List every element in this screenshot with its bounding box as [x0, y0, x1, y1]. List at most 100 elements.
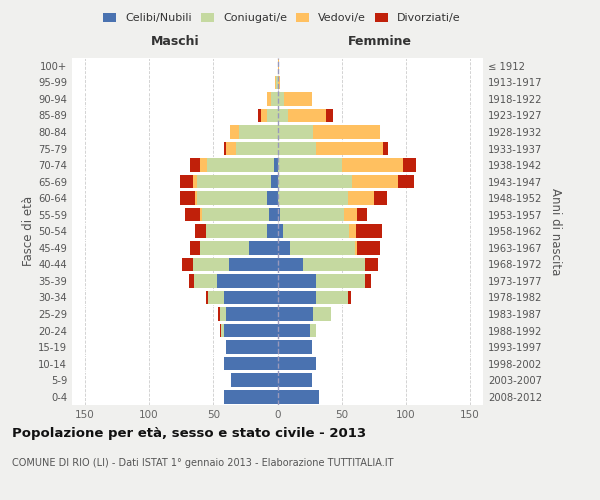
Bar [226, 340, 278, 354]
Bar [207, 158, 274, 172]
Y-axis label: Anni di nascita: Anni di nascita [549, 188, 562, 275]
Bar [313, 125, 380, 138]
Bar [196, 192, 197, 205]
Bar [278, 390, 319, 404]
Bar [180, 192, 196, 205]
Bar [278, 158, 342, 172]
Bar [221, 324, 224, 338]
Bar [290, 241, 355, 254]
Bar [224, 290, 278, 304]
Bar [275, 76, 276, 89]
Bar [224, 390, 278, 404]
Bar [352, 175, 398, 188]
Bar [365, 274, 371, 287]
Bar [239, 125, 278, 138]
Bar [224, 142, 226, 156]
Bar [278, 340, 312, 354]
Bar [313, 307, 331, 321]
Bar [357, 241, 380, 254]
Bar [316, 142, 383, 156]
Bar [310, 324, 316, 338]
Bar [258, 108, 261, 122]
Bar [303, 258, 365, 271]
Bar [271, 175, 278, 188]
Bar [344, 208, 357, 222]
Bar [326, 108, 333, 122]
Bar [278, 208, 280, 222]
Bar [269, 208, 278, 222]
Bar [226, 307, 278, 321]
Bar [355, 241, 357, 254]
Bar [220, 307, 226, 321]
Bar [185, 208, 200, 222]
Bar [398, 175, 413, 188]
Bar [197, 175, 271, 188]
Bar [278, 108, 288, 122]
Bar [190, 158, 200, 172]
Bar [230, 125, 239, 138]
Bar [236, 142, 278, 156]
Bar [374, 192, 386, 205]
Bar [383, 142, 388, 156]
Bar [224, 324, 278, 338]
Bar [182, 258, 193, 271]
Bar [365, 258, 377, 271]
Bar [278, 92, 284, 106]
Bar [200, 241, 249, 254]
Bar [193, 258, 229, 271]
Bar [278, 125, 313, 138]
Bar [284, 92, 312, 106]
Bar [316, 290, 348, 304]
Bar [200, 208, 202, 222]
Bar [316, 274, 365, 287]
Bar [261, 108, 267, 122]
Bar [229, 258, 278, 271]
Y-axis label: Fasce di età: Fasce di età [22, 196, 35, 266]
Bar [193, 175, 197, 188]
Bar [267, 224, 278, 238]
Bar [267, 108, 278, 122]
Bar [278, 290, 316, 304]
Bar [206, 224, 267, 238]
Bar [267, 192, 278, 205]
Bar [278, 76, 280, 89]
Bar [403, 158, 416, 172]
Bar [206, 290, 208, 304]
Bar [349, 224, 356, 238]
Bar [224, 357, 278, 370]
Bar [278, 324, 310, 338]
Bar [278, 357, 316, 370]
Bar [278, 374, 312, 387]
Bar [278, 142, 316, 156]
Bar [288, 108, 326, 122]
Bar [283, 224, 349, 238]
Bar [342, 158, 403, 172]
Bar [274, 158, 278, 172]
Bar [208, 290, 224, 304]
Bar [278, 307, 313, 321]
Bar [220, 324, 221, 338]
Bar [276, 76, 278, 89]
Bar [348, 192, 374, 205]
Bar [356, 224, 382, 238]
Bar [271, 92, 278, 106]
Bar [348, 290, 351, 304]
Text: Femmine: Femmine [348, 34, 412, 48]
Bar [231, 374, 278, 387]
Text: Popolazione per età, sesso e stato civile - 2013: Popolazione per età, sesso e stato civil… [12, 428, 366, 440]
Bar [190, 241, 200, 254]
Bar [278, 59, 279, 72]
Text: COMUNE DI RIO (LI) - Dati ISTAT 1° gennaio 2013 - Elaborazione TUTTITALIA.IT: COMUNE DI RIO (LI) - Dati ISTAT 1° genna… [12, 458, 394, 468]
Legend: Celibi/Nubili, Coniugati/e, Vedovi/e, Divorziati/e: Celibi/Nubili, Coniugati/e, Vedovi/e, Di… [99, 8, 465, 28]
Bar [249, 241, 278, 254]
Text: Maschi: Maschi [151, 34, 199, 48]
Bar [196, 224, 206, 238]
Bar [280, 208, 344, 222]
Bar [278, 241, 290, 254]
Bar [278, 224, 283, 238]
Bar [218, 307, 220, 321]
Bar [180, 175, 193, 188]
Bar [202, 208, 269, 222]
Bar [278, 175, 352, 188]
Bar [267, 92, 271, 106]
